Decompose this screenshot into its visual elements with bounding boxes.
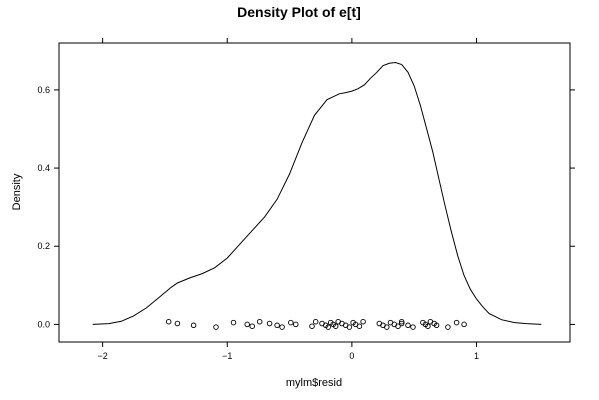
y-tick-label: 0.0 [37, 319, 50, 329]
rug-point [230, 319, 237, 326]
rug-point [384, 324, 390, 330]
x-axis-label: mylm$resid [286, 377, 342, 389]
rug-points [165, 318, 467, 330]
x-tick-label: −1 [222, 351, 232, 361]
rug-point [256, 318, 263, 325]
rug-point [410, 324, 416, 330]
rug-point [293, 321, 299, 328]
rug-point [249, 323, 255, 329]
rug-point [332, 323, 339, 329]
rug-point [360, 318, 366, 325]
rug-point [395, 323, 401, 329]
y-tick-label: 0.2 [37, 241, 50, 251]
rug-point [445, 324, 451, 330]
y-axis-label: Density [11, 173, 23, 210]
x-axis: −2 −1 0 1 [97, 38, 479, 361]
rug-point [433, 322, 440, 329]
rug-point [461, 321, 467, 328]
y-tick-label: 0.6 [37, 85, 50, 95]
rug-point [398, 318, 405, 325]
rug-point [405, 322, 411, 329]
rug-point [425, 323, 431, 329]
rug-point [174, 320, 181, 327]
x-tick-label: −2 [97, 351, 107, 361]
rug-point [325, 324, 331, 330]
rug-point [312, 318, 319, 325]
rug-point [279, 324, 285, 330]
rug-point [213, 324, 219, 330]
density-curve [92, 61, 542, 325]
rug-point [244, 321, 250, 328]
rug-point [266, 320, 273, 327]
rug-point [356, 323, 363, 329]
rug-point [274, 322, 280, 329]
rug-point [398, 320, 405, 327]
rug-point [309, 323, 315, 329]
rug-point [346, 324, 353, 330]
y-tick-label: 0.4 [37, 163, 50, 173]
rug-point [453, 319, 460, 326]
rug-point [288, 319, 294, 326]
x-tick-label: 1 [474, 351, 479, 361]
rug-point [190, 322, 197, 329]
rug-point [165, 318, 172, 325]
y-axis: 0.0 0.2 0.4 0.6 [37, 85, 575, 329]
plot-frame [58, 42, 571, 343]
x-tick-label: 0 [349, 351, 354, 361]
chart-title: Density Plot of e[t] [237, 4, 361, 20]
